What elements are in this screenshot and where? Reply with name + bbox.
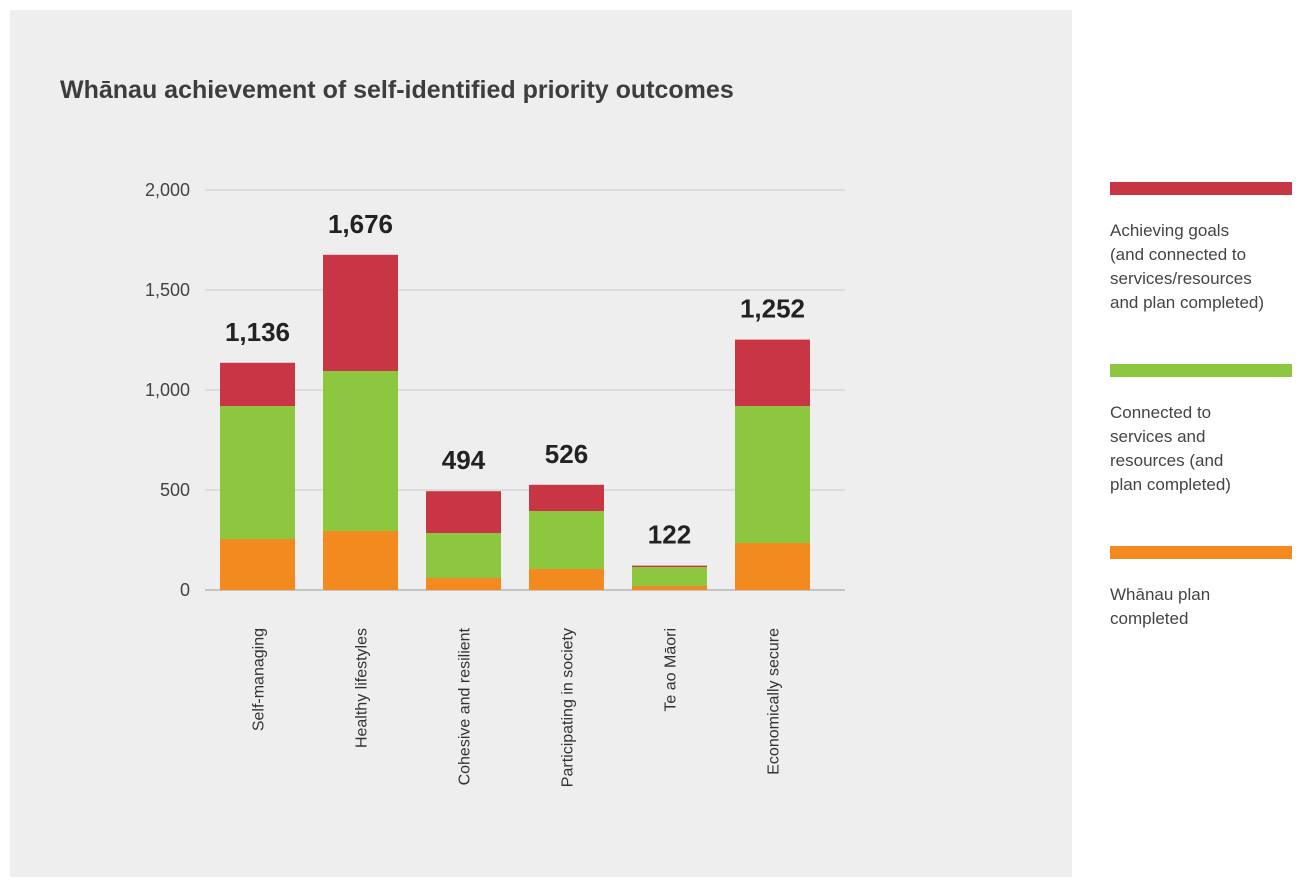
legend: Achieving goals (and connected to servic…	[1110, 0, 1310, 891]
bar-segment-te-ao-maori-connected	[632, 567, 707, 586]
total-label-participating-in-society: 526	[545, 439, 588, 469]
stacked-bar-chart: 0 500 1,000 1,500 2,000 1,136 Self-managing 1,6…	[145, 180, 845, 787]
bar-segment-cohesive-and-resilient-achieving	[426, 491, 501, 533]
legend-swatch-connected	[1110, 364, 1292, 377]
bar-segment-self-managing-plan	[220, 539, 295, 590]
y-tick-label: 2,000	[145, 180, 190, 200]
bar-segment-cohesive-and-resilient-connected	[426, 533, 501, 578]
y-tick-label: 1,500	[145, 280, 190, 300]
bar-segment-healthy-lifestyles-plan	[323, 531, 398, 590]
chart-panel	[10, 10, 1072, 877]
category-label-participating-in-society: Participating in society	[560, 628, 577, 787]
legend-item-achieving-goals: Achieving goals (and connected to servic…	[1110, 182, 1305, 315]
total-label-healthy-lifestyles: 1,676	[328, 209, 393, 239]
total-label-te-ao-maori: 122	[648, 520, 691, 550]
bar-segment-healthy-lifestyles-achieving	[323, 254, 398, 371]
legend-swatch-plan-completed	[1110, 546, 1292, 559]
bar-segment-economically-secure-plan	[735, 543, 810, 590]
legend-label-connected: Connected to services and resources (and…	[1110, 403, 1231, 494]
total-label-cohesive-and-resilient: 494	[442, 445, 486, 475]
bar-segment-healthy-lifestyles-connected	[323, 371, 398, 531]
chart-title: Whānau achievement of self-identified pr…	[60, 76, 734, 104]
y-tick-label: 0	[180, 580, 190, 600]
bar-segment-economically-secure-achieving	[735, 339, 810, 406]
legend-item-connected: Connected to services and resources (and…	[1110, 364, 1305, 497]
bar-segment-self-managing-achieving	[220, 362, 295, 406]
y-tick-label: 1,000	[145, 380, 190, 400]
bar-segment-participating-in-society-plan	[529, 569, 604, 590]
category-label-healthy-lifestyles: Healthy lifestyles	[354, 628, 371, 748]
bar-segment-te-ao-maori-plan	[632, 586, 707, 590]
bar-segment-participating-in-society-connected	[529, 511, 604, 569]
category-label-self-managing: Self-managing	[251, 628, 268, 731]
bar-segment-te-ao-maori-achieving	[632, 565, 707, 567]
category-label-cohesive-and-resilient: Cohesive and resilient	[457, 627, 474, 785]
total-label-self-managing: 1,136	[225, 317, 290, 347]
total-label-economically-secure: 1,252	[740, 294, 805, 324]
category-label-te-ao-maori: Te ao Māori	[663, 628, 680, 712]
category-label-economically-secure: Economically secure	[766, 628, 783, 775]
bar-segment-economically-secure-connected	[735, 406, 810, 543]
legend-label-achieving-goals: Achieving goals (and connected to servic…	[1110, 221, 1265, 312]
bar-segment-self-managing-connected	[220, 406, 295, 539]
legend-item-plan-completed: Whānau plan completed	[1110, 546, 1305, 631]
bar-segment-cohesive-and-resilient-plan	[426, 578, 501, 590]
legend-label-plan-completed: Whānau plan completed	[1110, 585, 1211, 628]
legend-swatch-achieving-goals	[1110, 182, 1292, 195]
bar-segment-participating-in-society-achieving	[529, 484, 604, 511]
y-tick-label: 500	[160, 480, 190, 500]
